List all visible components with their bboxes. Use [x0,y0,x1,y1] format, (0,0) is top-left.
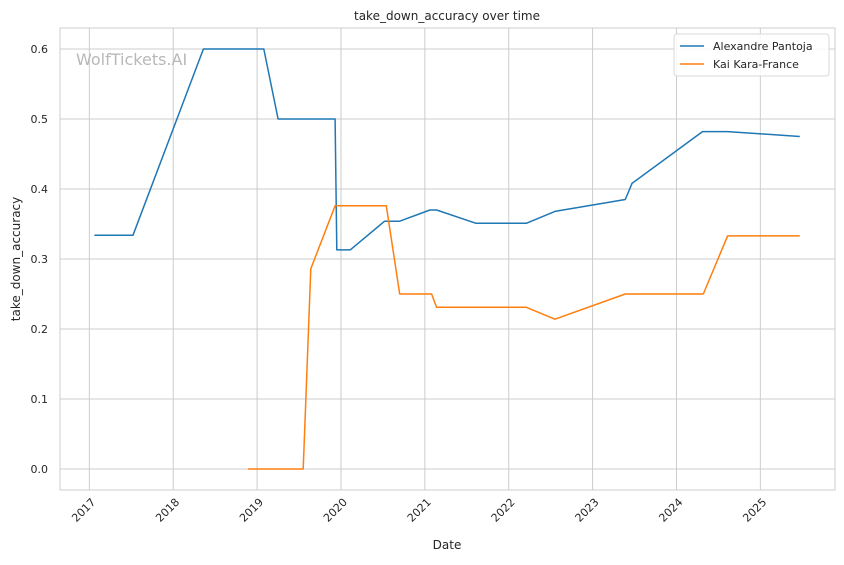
y-tick-label: 0.3 [31,253,49,266]
series-line-alexandre-pantoja [94,48,800,251]
chart-title: take_down_accuracy over time [354,9,540,23]
legend-box [673,33,830,77]
series-lines [94,48,800,470]
y-tick-label: 0.5 [31,113,49,126]
legend-label-kara-france: Kai Kara-France [713,58,799,71]
y-tick-label: 0.1 [31,393,49,406]
x-axis-label: Date [433,538,462,552]
x-tick-label: 2024 [656,496,685,525]
x-tick-label: 2025 [740,496,769,525]
x-tick-label: 2020 [321,496,350,525]
watermark: WolfTickets.AI [76,50,187,69]
x-tick-label: 2023 [573,496,602,525]
tick-labels: 2017 2018 2019 2020 2021 2022 2023 2024 2025 0.0 0… [31,43,770,525]
grid [60,28,835,490]
x-tick-label: 2021 [405,496,434,525]
x-tick-label: 2019 [237,496,266,525]
y-tick-label: 0.0 [31,463,49,476]
x-tick-label: 2018 [153,496,182,525]
y-tick-label: 0.4 [31,183,49,196]
x-tick-label: 2022 [489,496,518,525]
x-tick-label: 2017 [69,496,98,525]
series-line-kai-kara-france [247,205,800,470]
legend-label-pantoja: Alexandre Pantoja [713,40,813,53]
y-tick-label: 0.2 [31,323,49,336]
plot-frame [59,27,836,491]
legend: Alexandre Pantoja Kai Kara-France [673,33,830,77]
y-axis-label: take_down_accuracy [9,197,23,321]
y-tick-label: 0.6 [31,43,49,56]
